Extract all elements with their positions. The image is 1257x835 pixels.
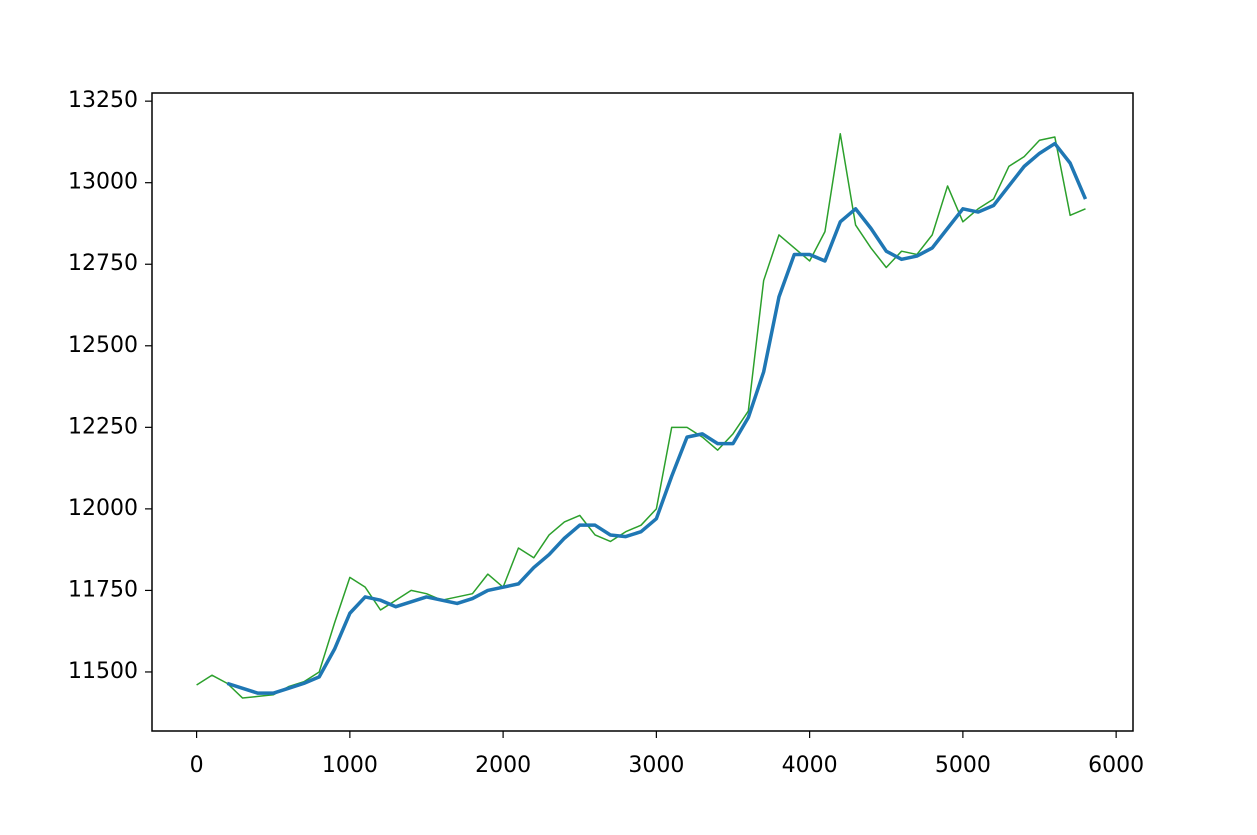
y-tick-label: 12750: [68, 251, 138, 276]
series-line: [226, 141, 1088, 695]
x-tick-label: 2000: [475, 753, 531, 778]
x-tick-label: 4000: [782, 753, 838, 778]
x-tick-label: 1000: [322, 753, 378, 778]
x-tick-label: 3000: [628, 753, 684, 778]
x-tick-label: 0: [190, 753, 204, 778]
y-tick-label: 11500: [68, 659, 138, 684]
x-tick-label: 5000: [935, 753, 991, 778]
x-tick-label: 6000: [1088, 753, 1144, 778]
series-line: [196, 133, 1086, 699]
y-tick-label: 12250: [68, 414, 138, 439]
y-tick-label: 12000: [68, 496, 138, 521]
plot-frame: [151, 92, 1134, 732]
y-tick-label: 11750: [68, 577, 138, 602]
y-tick-label: 13000: [68, 170, 138, 195]
y-tick-label: 12500: [68, 333, 138, 358]
y-tick-label: 13250: [68, 88, 138, 113]
